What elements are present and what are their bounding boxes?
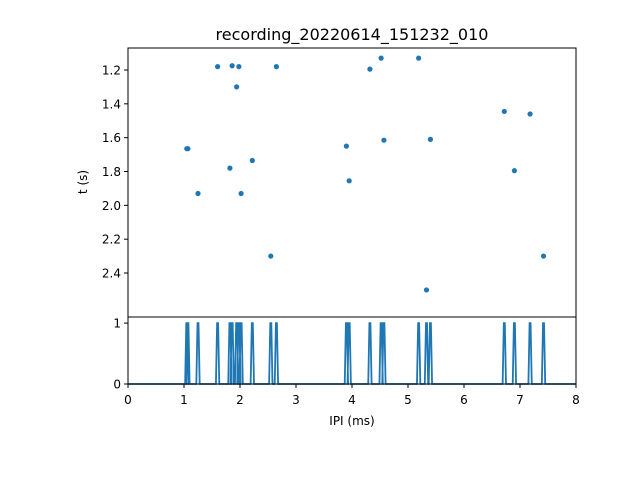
scatter-point (378, 55, 384, 61)
scatter-point (268, 253, 274, 259)
bottom-x-ticks: 0 1 2 3 4 5 6 7 8 (124, 384, 580, 407)
scatter-point (416, 55, 422, 61)
top-axes-frame (127, 47, 577, 318)
top-y-tick-label: 1.8 (102, 165, 121, 179)
top-y-tick-label: 2.4 (102, 267, 121, 281)
top-scatter-points (184, 55, 547, 293)
bottom-axes-frame (127, 316, 577, 385)
x-tick-label: 4 (348, 393, 356, 407)
scatter-point (343, 143, 349, 149)
scatter-point (427, 136, 433, 142)
scatter-point (227, 165, 233, 171)
top-panel: 1.2 1.4 1.6 1.8 2.0 2.2 2.4 t (s) (76, 47, 577, 318)
scatter-point (423, 287, 430, 293)
scatter-point (346, 178, 352, 184)
scatter-point (215, 64, 221, 70)
x-tick-label: 3 (292, 393, 300, 407)
x-tick-label: 6 (460, 393, 468, 407)
bottom-x-axis-label: IPI (ms) (329, 414, 374, 428)
scatter-point (236, 64, 242, 70)
top-y-tick-label: 1.2 (102, 63, 121, 77)
top-y-tick-label: 2.2 (102, 233, 121, 247)
x-tick-label: 0 (124, 393, 132, 407)
bottom-y-ticks: 01 (113, 317, 128, 392)
chart-title: recording_20220614_151232_010 (216, 25, 489, 45)
scatter-point (234, 84, 240, 90)
scatter-point (185, 146, 191, 152)
scatter-point (540, 253, 547, 259)
bottom-y-tick-label: 1 (113, 317, 121, 331)
top-y-ticks: 1.2 1.4 1.6 1.8 2.0 2.2 2.4 (102, 63, 128, 281)
x-tick-label: 7 (516, 393, 524, 407)
scatter-point (249, 157, 255, 164)
scatter-point (229, 63, 235, 69)
scatter-point (381, 137, 387, 143)
bottom-ipi-line (128, 322, 576, 385)
top-y-tick-label: 1.4 (102, 97, 121, 111)
scatter-point (273, 64, 279, 70)
scatter-point (527, 111, 533, 117)
scatter-point (501, 108, 507, 115)
top-y-tick-label: 1.6 (102, 131, 121, 145)
scatter-point (238, 190, 244, 197)
scatter-point (195, 190, 201, 197)
x-tick-label: 2 (236, 393, 244, 407)
scatter-point (367, 66, 373, 72)
bottom-y-tick-label: 0 (113, 378, 121, 392)
top-y-tick-label: 2.0 (102, 199, 121, 213)
scatter-point (511, 168, 517, 174)
top-y-axis-label: t (s) (76, 170, 90, 194)
x-tick-label: 1 (180, 393, 188, 407)
x-tick-label: 8 (572, 393, 580, 407)
x-tick-label: 5 (404, 393, 412, 407)
